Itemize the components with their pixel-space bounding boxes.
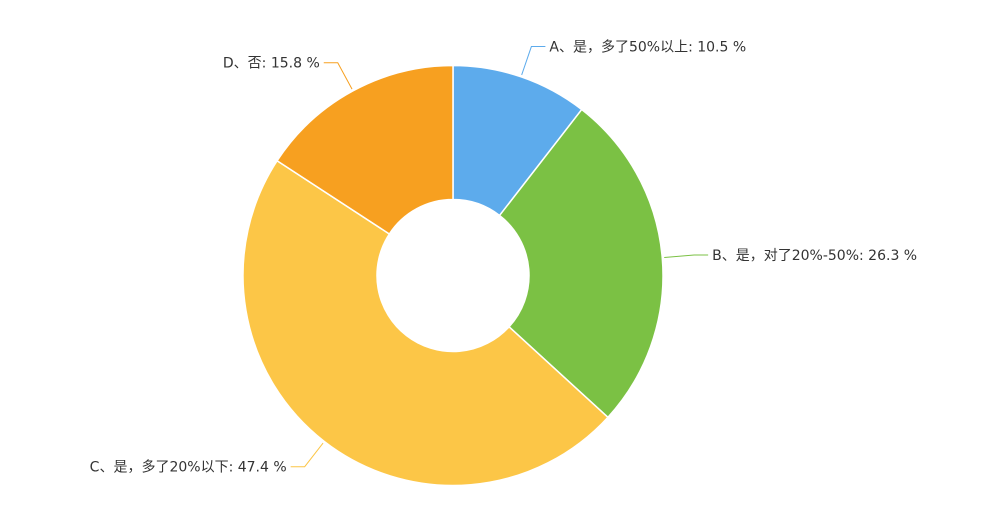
donut-slice (498, 108, 664, 419)
value-label: : 47.4 % (229, 460, 287, 476)
data-label: D、否: 15.8 % (223, 56, 320, 72)
category-label: D、否 (223, 56, 262, 72)
leader-line (664, 254, 709, 259)
category-label: B、是，对了20%-50% (712, 248, 859, 264)
donut-slice (276, 64, 454, 236)
value-label: : 15.8 % (262, 56, 320, 72)
category-label: C、是，多了20%以下 (90, 459, 229, 476)
leader-line (323, 62, 353, 90)
leader-line (521, 46, 546, 76)
data-label: A、是，多了50%以上: 10.5 % (549, 39, 746, 56)
donut-slice (452, 64, 583, 217)
value-label: : 26.3 % (859, 248, 917, 264)
value-label: : 10.5 % (688, 40, 746, 56)
data-label: C、是，多了20%以下: 47.4 % (90, 459, 287, 476)
leader-line (290, 442, 324, 468)
data-label: B、是，对了20%-50%: 26.3 % (712, 248, 917, 264)
donut-slice (242, 159, 609, 487)
category-label: A、是，多了50%以上 (549, 39, 688, 56)
